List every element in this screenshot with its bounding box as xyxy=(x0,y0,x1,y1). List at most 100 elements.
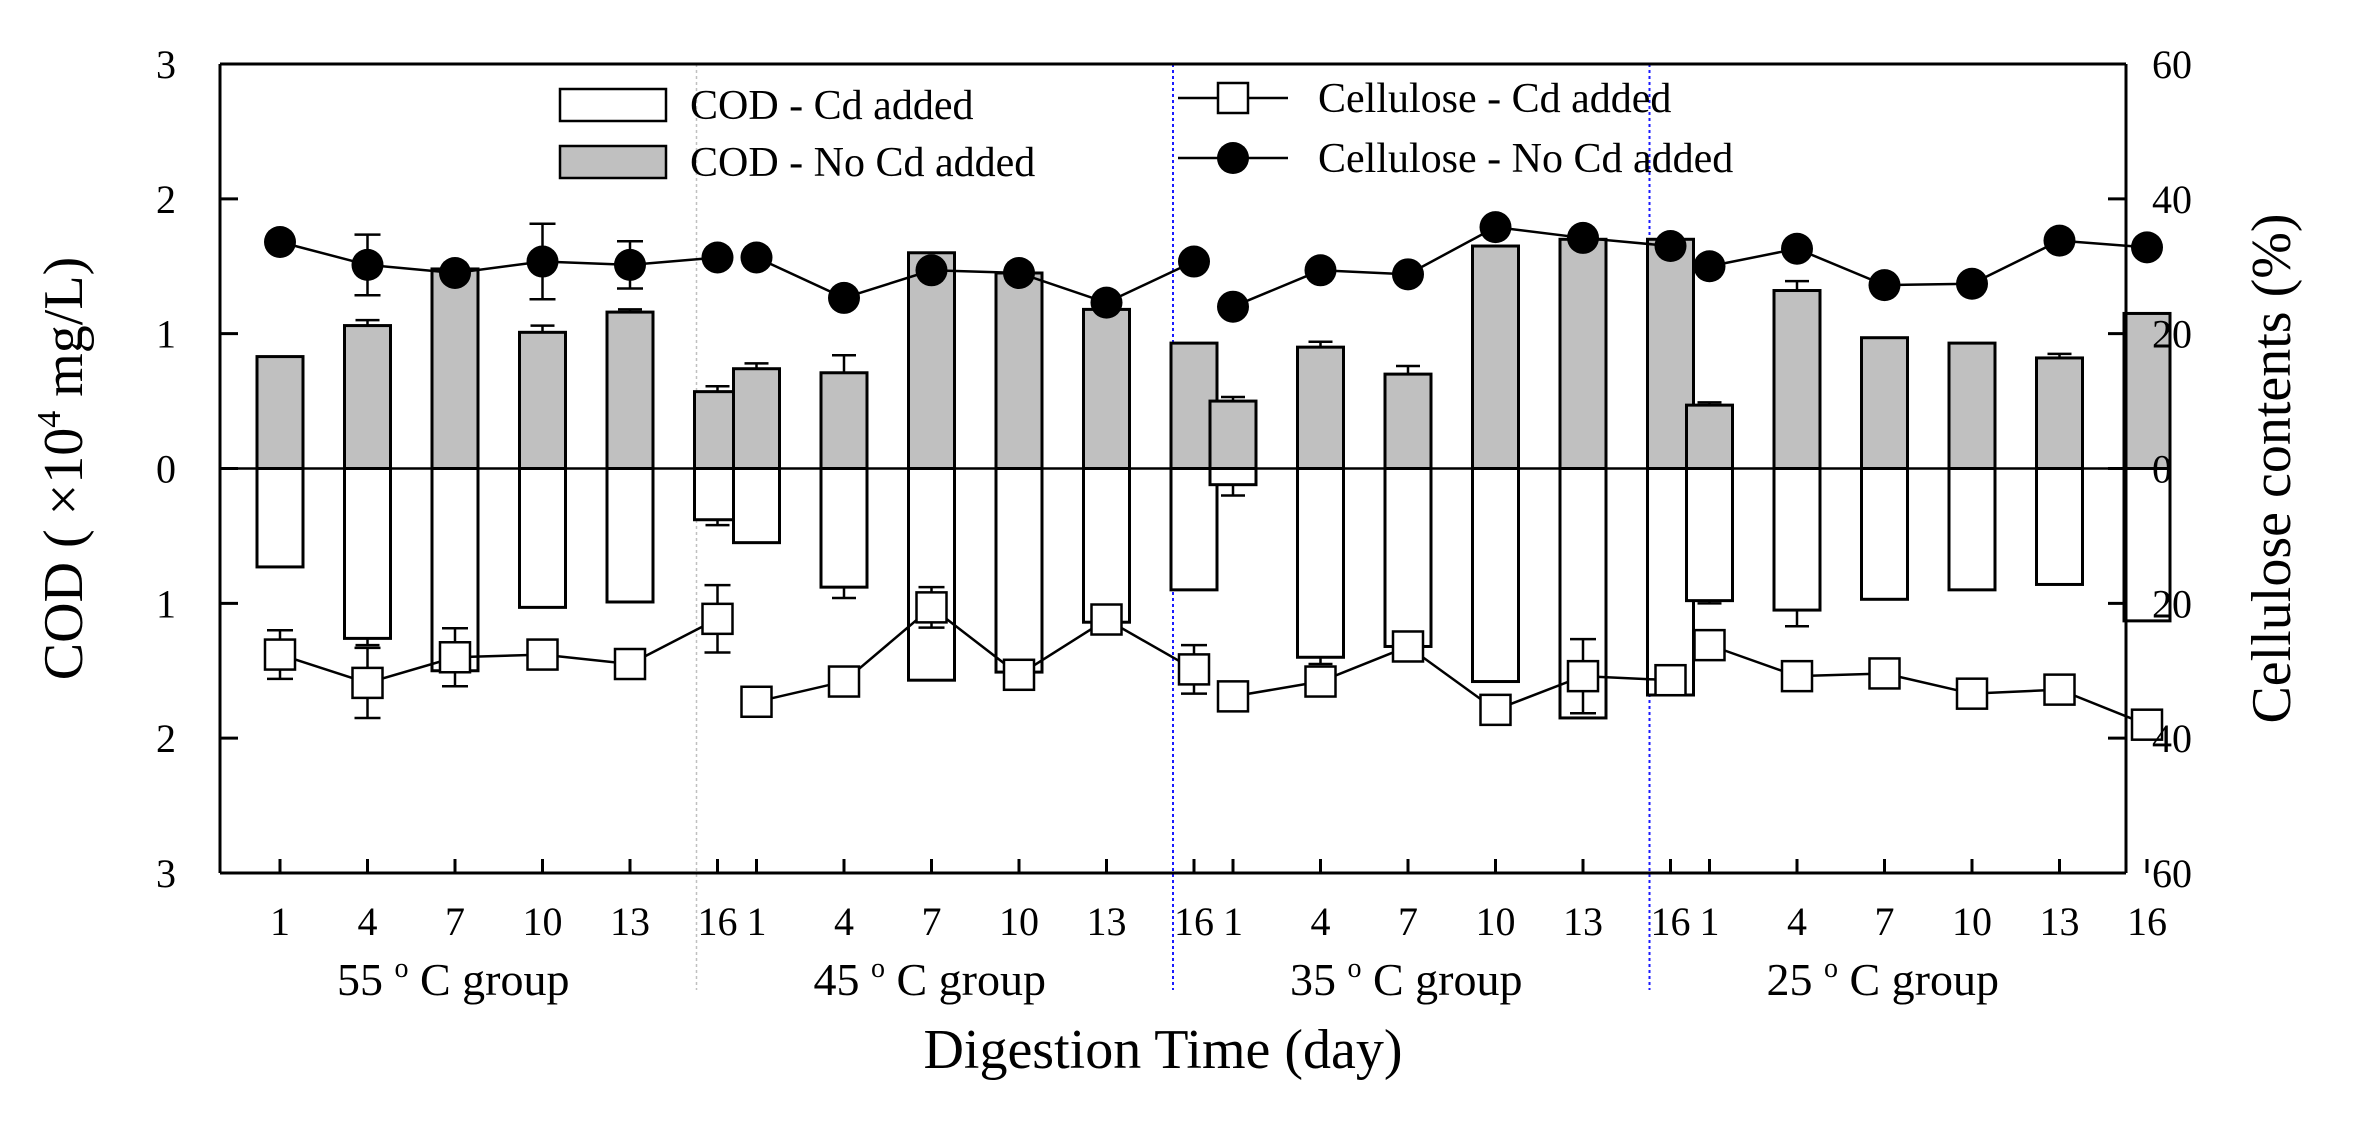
bar-cod-no-cd xyxy=(1296,345,1345,470)
point-cellulose-no-cd xyxy=(2131,231,2163,264)
point-cellulose-no-cd xyxy=(351,248,384,281)
x-tick-label: 16 xyxy=(2127,899,2167,944)
point-cellulose-no-cd xyxy=(1781,232,1813,265)
left-tick-label: 2 xyxy=(156,177,176,222)
bar-cod-cd xyxy=(2122,467,2172,623)
point-cellulose-cd xyxy=(1304,665,1337,698)
legend-label: Cellulose - No Cd added xyxy=(1318,136,1733,182)
legend-marker xyxy=(1217,142,1249,174)
legend-label: Cellulose - Cd added xyxy=(1318,76,1671,122)
x-tick-label: 4 xyxy=(834,899,854,944)
right-axis-title: Cellulose contents (%) xyxy=(2241,213,2303,723)
right-tick-label: 40 xyxy=(2152,177,2192,222)
right-tick-label: 60 xyxy=(2152,851,2192,896)
line-cellulose-no-cd xyxy=(755,256,1195,305)
group-label: 25 o C group xyxy=(1767,953,2000,1005)
legend-item-cellulose-cd: Cellulose - Cd added xyxy=(1178,76,1671,122)
point-cellulose-cd xyxy=(2043,673,2076,706)
point-cellulose-no-cd xyxy=(1956,267,1988,300)
bar-cod-cd xyxy=(1082,467,1131,624)
point-cellulose-cd xyxy=(526,638,559,671)
bar-cod-cd xyxy=(1169,467,1219,592)
point-cellulose-cd xyxy=(2130,708,2164,741)
bar-cod-no-cd xyxy=(255,355,305,471)
x-tick-label: 10 xyxy=(523,899,563,944)
point-cellulose-no-cd xyxy=(1479,211,1512,244)
x-tick-label: 16 xyxy=(698,899,738,944)
point-cellulose-no-cd xyxy=(1003,256,1035,289)
bar-cod-cd xyxy=(907,467,956,682)
point-cellulose-cd xyxy=(1868,657,1901,690)
cod-bars xyxy=(255,237,2172,720)
right-tick-label: 60 xyxy=(2152,42,2192,87)
point-cellulose-cd xyxy=(1654,663,1687,697)
bar-cod-no-cd xyxy=(819,371,869,471)
point-cellulose-no-cd xyxy=(1654,230,1687,263)
bar-cod-no-cd xyxy=(907,251,956,470)
legend-label: COD - No Cd added xyxy=(690,140,1035,186)
point-cellulose-cd xyxy=(740,685,773,719)
bar-cod-cd xyxy=(1471,467,1520,684)
point-cellulose-cd xyxy=(351,666,384,700)
bar-cod-no-cd xyxy=(1471,244,1520,470)
bar-cod-cd xyxy=(2035,467,2084,586)
left-tick-label: 0 xyxy=(156,447,176,492)
legend-item-cod-cd: COD - Cd added xyxy=(558,83,973,129)
bar-cod-cd xyxy=(994,467,1044,674)
right-tick-label: 20 xyxy=(2152,581,2192,626)
x-tick-label: 7 xyxy=(1875,899,1895,944)
left-tick-label: 1 xyxy=(156,312,176,357)
bar-cod-no-cd xyxy=(1772,289,1822,470)
point-cellulose-cd xyxy=(613,647,647,681)
x-tick-label: 7 xyxy=(445,899,465,944)
point-cellulose-cd xyxy=(701,602,734,636)
bar-cod-no-cd xyxy=(1860,336,1909,470)
bar-cod-cd xyxy=(819,467,869,589)
point-cellulose-cd xyxy=(1693,628,1726,662)
bar-cod-cd xyxy=(1685,467,1734,603)
bar-cod-cd xyxy=(343,467,392,640)
x-tick-label: 4 xyxy=(1787,899,1807,944)
cellulose-series xyxy=(263,211,2164,741)
left-tick-label: 3 xyxy=(156,42,176,87)
x-tick-label: 1 xyxy=(747,899,767,944)
x-tick-label: 1 xyxy=(1700,899,1720,944)
bar-cod-no-cd xyxy=(1947,341,1997,471)
point-cellulose-cd xyxy=(263,638,297,671)
point-cellulose-no-cd xyxy=(1567,221,1599,254)
line-cellulose-cd xyxy=(1709,643,2148,726)
right-tick-label: 40 xyxy=(2152,716,2192,761)
legend-swatch xyxy=(558,144,668,180)
point-cellulose-no-cd xyxy=(264,225,296,258)
point-cellulose-cd xyxy=(1216,680,1250,713)
bar-cod-cd xyxy=(732,467,781,545)
line-cellulose-no-cd xyxy=(279,240,718,275)
legend-marker xyxy=(1216,81,1250,115)
x-tick-label: 1 xyxy=(270,899,290,944)
x-tick-label: 7 xyxy=(922,899,942,944)
group-label: 55 o C group xyxy=(337,953,570,1005)
x-tick-label: 4 xyxy=(358,899,378,944)
bar-cod-cd xyxy=(1383,467,1433,648)
bar-cod-no-cd xyxy=(1082,307,1131,470)
legend-item-cellulose-no-cd: Cellulose - No Cd added xyxy=(1178,136,1733,182)
point-cellulose-no-cd xyxy=(701,241,734,274)
axes xyxy=(218,62,2149,875)
bar-cod-cd xyxy=(1947,467,1997,592)
bar-cod-no-cd xyxy=(1383,372,1433,470)
point-cellulose-cd xyxy=(1955,677,1989,710)
bar-cod-no-cd xyxy=(2035,356,2084,471)
bar-cod-cd xyxy=(518,467,567,609)
left-tick-label: 3 xyxy=(156,851,176,896)
x-tick-label: 1 xyxy=(1223,899,1243,944)
point-cellulose-no-cd xyxy=(915,254,948,287)
bar-cod-no-cd xyxy=(1208,399,1258,471)
point-cellulose-no-cd xyxy=(526,245,559,278)
bar-cod-no-cd xyxy=(605,310,655,470)
group-label: 35 o C group xyxy=(1290,953,1523,1005)
point-cellulose-cd xyxy=(1177,653,1211,686)
legend-swatch xyxy=(558,87,668,123)
bar-cod-no-cd xyxy=(732,367,781,470)
bar-cod-cd xyxy=(1860,467,1909,601)
